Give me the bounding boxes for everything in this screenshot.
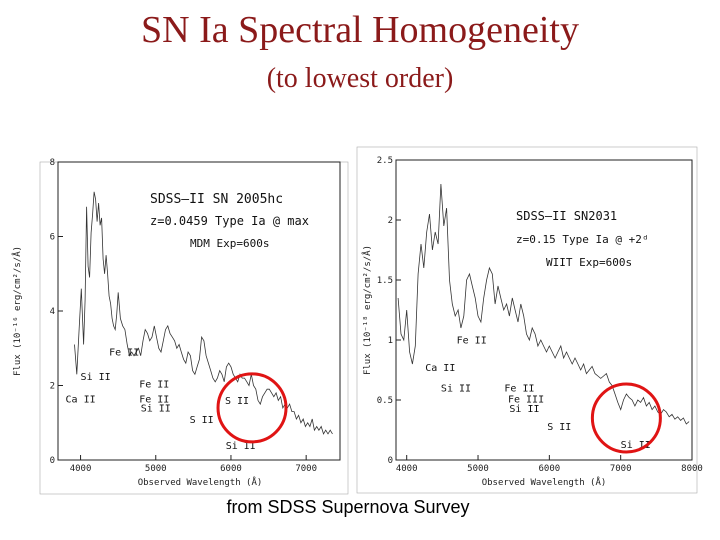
y-tick-label: 0.5 bbox=[377, 396, 393, 406]
info-line-1: SDSS–II SN2031 bbox=[516, 209, 617, 223]
x-axis-label: Observed Wavelength (Å) bbox=[138, 476, 263, 488]
axis-ticks: 4000 5000 6000 7000 0 2 4 6 8 bbox=[50, 158, 317, 474]
x-tick-label: 6000 bbox=[539, 464, 561, 474]
y-tick-label: 4 bbox=[50, 307, 55, 317]
y-tick-label: 2 bbox=[388, 216, 393, 226]
slide-subtitle: (to lowest order) bbox=[266, 63, 454, 94]
y-tick-label: 6 bbox=[50, 233, 55, 243]
x-tick-label: 6000 bbox=[220, 464, 242, 474]
slide-title: SN Ia Spectral Homogeneity bbox=[141, 9, 579, 51]
y-tick-label: 2.5 bbox=[377, 156, 393, 166]
spectral-line-label: Si II bbox=[441, 384, 471, 395]
spectral-line-label: Fe III bbox=[508, 394, 544, 405]
spectral-line-label: Fe II bbox=[139, 379, 169, 390]
spectral-line-label: Fe II bbox=[457, 336, 487, 347]
x-tick-label: 4000 bbox=[70, 464, 92, 474]
highlight-circle bbox=[216, 372, 288, 444]
y-axis-label: Flux (10⁻¹⁶ erg/cm²/s/Å) bbox=[11, 246, 23, 376]
highlight-circle bbox=[590, 382, 662, 454]
panel-background bbox=[356, 146, 698, 494]
spectral-line-label: S II bbox=[547, 422, 571, 433]
spectral-line-label: Fe II bbox=[139, 394, 169, 405]
x-tick-label: 7000 bbox=[295, 464, 317, 474]
spectral-line-label: Si II bbox=[141, 404, 171, 415]
y-tick-label: 0 bbox=[50, 456, 55, 466]
spectral-line-label: Fe II bbox=[109, 348, 139, 359]
x-tick-label: 7000 bbox=[610, 464, 632, 474]
info-line-1: SDSS–II SN 2005hc bbox=[150, 192, 283, 207]
y-tick-label: 1.5 bbox=[377, 276, 393, 286]
y-tick-label: 1 bbox=[388, 336, 393, 346]
panel-sn2031: Observed Wavelength (Å) Flux (10⁻¹⁸ erg/… bbox=[356, 146, 703, 494]
spectral-line-label: Ca II bbox=[66, 394, 96, 405]
spectral-line-label: Ca II bbox=[425, 363, 455, 374]
info-line-3: WIIT Exp=600s bbox=[546, 256, 632, 269]
y-tick-label: 0 bbox=[388, 456, 393, 466]
x-tick-label: 4000 bbox=[396, 464, 418, 474]
source-caption: from SDSS Supernova Survey bbox=[226, 497, 470, 517]
x-axis-label: Observed Wavelength (Å) bbox=[482, 476, 607, 488]
panel-background bbox=[39, 161, 349, 495]
spectral-line-label: Si II bbox=[226, 441, 256, 452]
info-line-3: MDM Exp=600s bbox=[190, 237, 269, 250]
x-tick-label: 5000 bbox=[145, 464, 167, 474]
panel-sn2005hc: Observed Wavelength (Å) Flux (10⁻¹⁶ erg/… bbox=[11, 158, 349, 495]
axis-ticks: 4000 5000 6000 7000 8000 0 0.5 1 1.5 2 2.5 bbox=[377, 156, 703, 474]
spectral-line-label: Si II bbox=[81, 372, 111, 383]
spectral-line-label: S II bbox=[225, 396, 249, 407]
spectral-line-label: S II bbox=[190, 415, 214, 426]
y-axis-label: Flux (10⁻¹⁸ erg/cm²/s/Å) bbox=[361, 245, 373, 375]
spectrum-line bbox=[397, 183, 690, 425]
x-tick-label: 5000 bbox=[467, 464, 489, 474]
info-line-2: z=0.0459 Type Ia @ max bbox=[150, 214, 309, 228]
spectral-line-label: Si II bbox=[621, 440, 651, 451]
spectral-line-label: Fe II bbox=[504, 384, 534, 395]
plot-frame bbox=[395, 159, 693, 461]
y-tick-label: 8 bbox=[50, 158, 55, 168]
spectral-line-label: Si II bbox=[509, 404, 539, 415]
info-line-2: z=0.15 Type Ia @ +2ᵈ bbox=[516, 233, 648, 246]
x-tick-label: 8000 bbox=[681, 464, 703, 474]
y-tick-label: 2 bbox=[50, 382, 55, 392]
